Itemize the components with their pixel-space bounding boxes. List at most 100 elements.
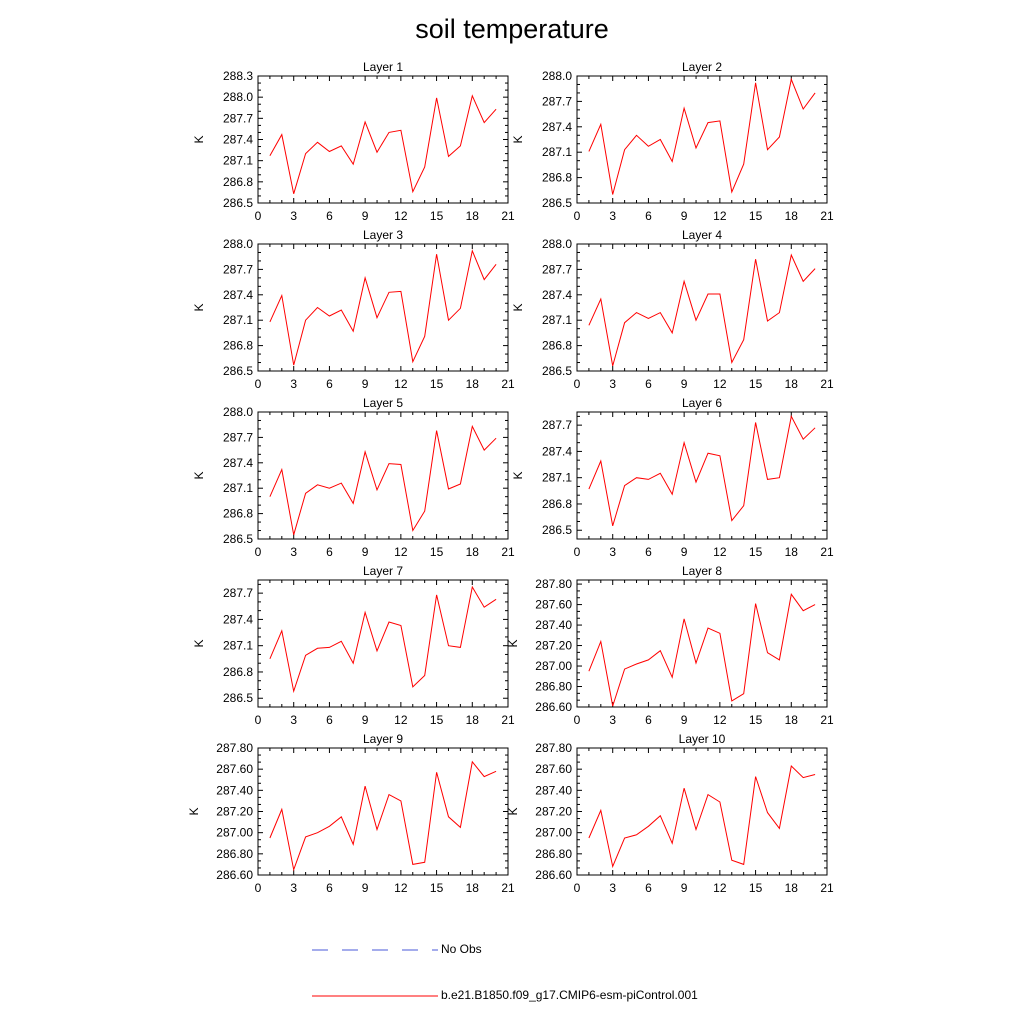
panel-title: Layer 8 bbox=[682, 564, 722, 578]
y-tick-label: 286.5 bbox=[223, 691, 253, 705]
y-tick-label: 287.60 bbox=[535, 598, 572, 612]
y-tick-label: 287.80 bbox=[535, 577, 572, 591]
x-tick-label: 15 bbox=[430, 713, 444, 727]
x-tick-label: 12 bbox=[713, 377, 727, 391]
y-tick-label: 287.40 bbox=[535, 783, 572, 797]
y-tick-label: 287.4 bbox=[542, 444, 572, 458]
x-tick-label: 9 bbox=[362, 713, 369, 727]
x-tick-label: 15 bbox=[749, 209, 763, 223]
x-tick-label: 6 bbox=[326, 545, 333, 559]
x-tick-label: 18 bbox=[785, 713, 799, 727]
y-tick-label: 287.20 bbox=[535, 805, 572, 819]
y-tick-label: 287.00 bbox=[535, 826, 572, 840]
series-line bbox=[269, 249, 497, 366]
y-tick-label: 287.20 bbox=[535, 639, 572, 653]
x-tick-label: 18 bbox=[466, 209, 480, 223]
x-tick-label: 0 bbox=[255, 545, 262, 559]
y-tick-label: 286.60 bbox=[216, 868, 253, 882]
y-tick-label: 287.7 bbox=[223, 111, 253, 125]
y-tick-label: 287.1 bbox=[542, 313, 572, 327]
legend-label-no-obs: No Obs bbox=[441, 942, 482, 956]
x-tick-label: 18 bbox=[785, 209, 799, 223]
x-tick-label: 0 bbox=[255, 209, 262, 223]
panel-8: Layer 8 0 3 6 9 12 15 18 21 286.60 286.80 287.00 287… bbox=[506, 564, 834, 727]
panel-9: Layer 9 0 3 6 9 12 15 18 21 286.60 286.80 287.00 287… bbox=[187, 732, 515, 895]
x-tick-label: 12 bbox=[394, 713, 408, 727]
panel-1: Layer 1 0 3 6 9 12 15 18 21 286.5 286.8 287.1 287.4 2… bbox=[192, 60, 515, 223]
panel-title: Layer 6 bbox=[682, 396, 722, 410]
series-line bbox=[588, 414, 816, 527]
x-tick-label: 18 bbox=[466, 713, 480, 727]
y-tick-label: 286.5 bbox=[542, 196, 572, 210]
x-tick-label: 6 bbox=[326, 881, 333, 895]
y-axis-label: K bbox=[506, 639, 520, 647]
panel-title: Layer 3 bbox=[363, 228, 403, 242]
x-tick-label: 6 bbox=[645, 713, 652, 727]
x-tick-label: 6 bbox=[326, 209, 333, 223]
x-tick-label: 0 bbox=[574, 713, 581, 727]
y-tick-label: 287.4 bbox=[223, 456, 253, 470]
x-tick-label: 0 bbox=[574, 377, 581, 391]
plot-frame bbox=[257, 579, 509, 708]
y-tick-label: 287.40 bbox=[535, 618, 572, 632]
x-tick-label: 18 bbox=[466, 377, 480, 391]
x-tick-label: 15 bbox=[430, 377, 444, 391]
y-tick-label: 287.00 bbox=[535, 659, 572, 673]
panel-5: Layer 5 0 3 6 9 12 15 18 21 286.5 286.8 287.1 287.4 2… bbox=[192, 396, 515, 559]
y-tick-label: 287.7 bbox=[223, 262, 253, 276]
x-tick-label: 15 bbox=[749, 545, 763, 559]
y-tick-label: 288.0 bbox=[223, 405, 253, 419]
y-tick-label: 287.7 bbox=[223, 586, 253, 600]
x-tick-label: 3 bbox=[609, 377, 616, 391]
x-tick-label: 12 bbox=[713, 881, 727, 895]
y-tick-label: 287.80 bbox=[216, 741, 253, 755]
y-tick-label: 287.60 bbox=[216, 762, 253, 776]
y-tick-label: 286.60 bbox=[535, 700, 572, 714]
y-tick-label: 286.5 bbox=[542, 364, 572, 378]
y-tick-label: 286.8 bbox=[223, 175, 253, 189]
x-tick-label: 18 bbox=[466, 545, 480, 559]
panel-title: Layer 9 bbox=[363, 732, 403, 746]
panel-title: Layer 10 bbox=[679, 732, 726, 746]
y-tick-label: 287.1 bbox=[542, 471, 572, 485]
y-tick-label: 287.7 bbox=[542, 94, 572, 108]
y-tick-label: 286.5 bbox=[223, 364, 253, 378]
x-tick-label: 21 bbox=[820, 713, 834, 727]
x-tick-label: 3 bbox=[609, 713, 616, 727]
plot-frame bbox=[257, 75, 509, 204]
legend-label-model-run: b.e21.B1850.f09_g17.CMIP6-esm-piControl.… bbox=[441, 988, 698, 1002]
y-tick-label: 288.0 bbox=[223, 90, 253, 104]
y-tick-label: 287.20 bbox=[216, 805, 253, 819]
x-tick-label: 0 bbox=[574, 881, 581, 895]
y-tick-label: 286.80 bbox=[216, 847, 253, 861]
series-line bbox=[588, 77, 816, 195]
plot-frame bbox=[257, 243, 509, 372]
panel-3: Layer 3 0 3 6 9 12 15 18 21 286.5 286.8 287.1 287.4 2… bbox=[192, 228, 515, 391]
y-tick-label: 286.8 bbox=[223, 665, 253, 679]
x-tick-label: 18 bbox=[785, 881, 799, 895]
y-tick-label: 287.7 bbox=[542, 262, 572, 276]
y-tick-label: 286.5 bbox=[542, 523, 572, 537]
y-tick-label: 286.5 bbox=[223, 532, 253, 546]
x-tick-label: 6 bbox=[645, 209, 652, 223]
x-tick-label: 21 bbox=[501, 881, 515, 895]
y-tick-label: 288.0 bbox=[542, 69, 572, 83]
x-tick-label: 0 bbox=[574, 545, 581, 559]
x-tick-label: 21 bbox=[820, 209, 834, 223]
y-tick-label: 286.5 bbox=[223, 196, 253, 210]
x-tick-label: 15 bbox=[430, 881, 444, 895]
x-tick-label: 21 bbox=[820, 377, 834, 391]
x-tick-label: 9 bbox=[362, 377, 369, 391]
x-tick-label: 12 bbox=[713, 545, 727, 559]
x-tick-label: 21 bbox=[820, 545, 834, 559]
y-axis-label: K bbox=[506, 807, 520, 815]
y-tick-label: 287.60 bbox=[535, 762, 572, 776]
panel-title: Layer 4 bbox=[682, 228, 722, 242]
panel-2: Layer 2 0 3 6 9 12 15 18 21 286.5 286.8 287.1 287.4 2… bbox=[511, 60, 834, 223]
panel-6: Layer 6 0 3 6 9 12 15 18 21 286.5 286.8 287.1 287.4 2… bbox=[511, 396, 834, 559]
x-tick-label: 21 bbox=[501, 377, 515, 391]
y-axis-label: K bbox=[511, 471, 525, 479]
x-tick-label: 0 bbox=[574, 209, 581, 223]
x-tick-label: 3 bbox=[290, 209, 297, 223]
